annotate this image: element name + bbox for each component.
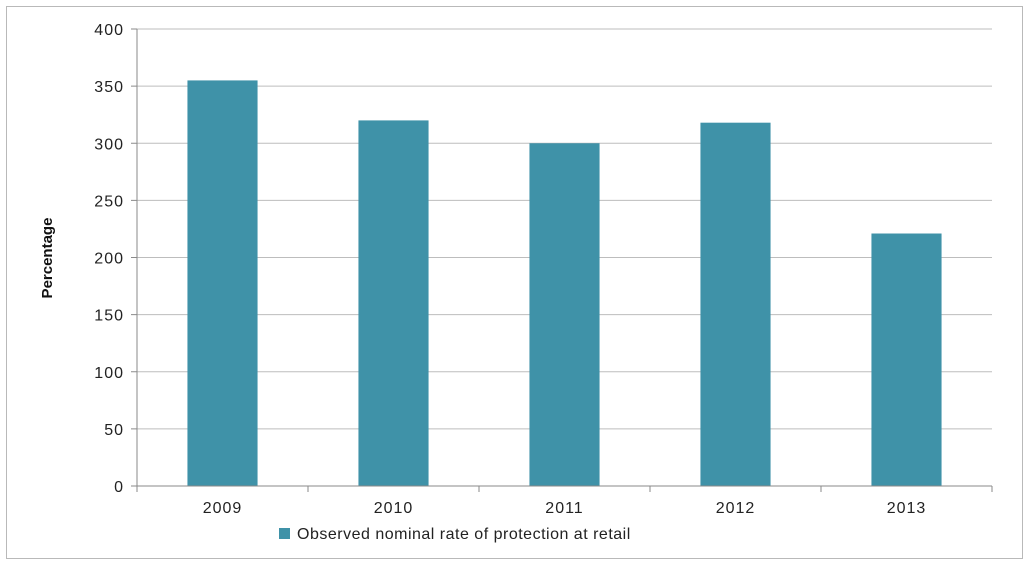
- y-tick-label: 0: [114, 479, 124, 496]
- x-tick-label: 2010: [374, 500, 414, 517]
- bar-2010: [358, 120, 429, 487]
- bar-2012: [700, 122, 771, 486]
- x-tick-label: 2013: [887, 500, 927, 517]
- y-tick-label: 50: [104, 422, 124, 439]
- legend-label: Observed nominal rate of protection at r…: [297, 526, 631, 543]
- y-tick-label: 300: [94, 136, 124, 153]
- y-axis-ticks: 0 50 100 150 200 250 300 350 400: [94, 22, 138, 496]
- chart-frame: [6, 6, 1023, 559]
- x-tick-label: 2012: [716, 500, 756, 517]
- x-tick-label: 2011: [545, 500, 583, 517]
- legend-swatch: [279, 528, 290, 539]
- x-axis: 2009 2010 2011 2012 2013: [136, 485, 993, 517]
- y-tick-label: 200: [94, 251, 124, 268]
- bar-2009: [187, 80, 258, 486]
- y-tick-label: 350: [94, 79, 124, 96]
- legend: Observed nominal rate of protection at r…: [279, 526, 631, 543]
- y-tick-label: 400: [94, 22, 124, 39]
- bar-2013: [871, 233, 942, 486]
- bars: [187, 80, 942, 487]
- y-axis-label: Percentage: [39, 218, 56, 299]
- y-tick-label: 250: [94, 193, 124, 210]
- x-tick-label: 2009: [203, 500, 243, 517]
- y-tick-label: 150: [94, 308, 124, 325]
- y-tick-label: 100: [94, 365, 124, 382]
- bar-2011: [529, 143, 600, 486]
